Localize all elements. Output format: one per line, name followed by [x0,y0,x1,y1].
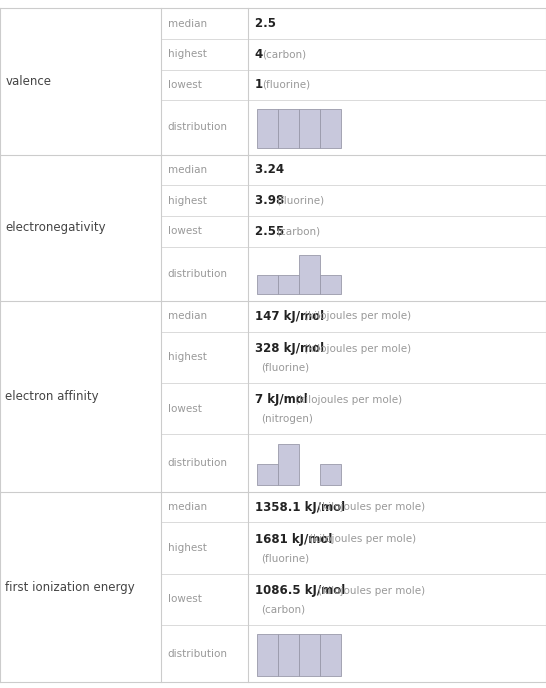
Bar [257,275,278,294]
Text: electronegativity: electronegativity [5,222,106,234]
Text: distribution: distribution [168,649,228,659]
Text: 1: 1 [255,78,267,92]
Text: lowest: lowest [168,226,201,236]
Text: (fluorine): (fluorine) [263,80,311,90]
Bar [257,634,278,676]
Text: distribution: distribution [168,269,228,279]
Text: distribution: distribution [168,122,228,132]
Text: electron affinity: electron affinity [5,390,99,402]
Bar [257,464,278,485]
Text: 328 kJ/mol: 328 kJ/mol [255,342,328,355]
Text: median: median [168,311,207,321]
Text: (kilojoules per mole): (kilojoules per mole) [305,311,412,321]
Text: 1358.1 kJ/mol: 1358.1 kJ/mol [255,500,349,513]
Bar [278,634,299,676]
Bar [320,634,341,676]
Text: (fluorine): (fluorine) [262,553,310,563]
Bar [299,634,320,676]
Bar [299,109,320,148]
Text: (carbon): (carbon) [262,605,306,615]
Text: 1681 kJ/mol: 1681 kJ/mol [255,533,336,546]
Text: (kilojoules per mole): (kilojoules per mole) [318,585,426,596]
Bar [257,109,278,148]
Text: 7 kJ/mol: 7 kJ/mol [255,394,312,407]
Text: 3.98: 3.98 [255,194,288,207]
Text: lowest: lowest [168,404,201,413]
Text: 2.55: 2.55 [255,225,288,237]
Text: 4: 4 [255,47,268,61]
Text: highest: highest [168,195,206,206]
Text: highest: highest [168,352,206,363]
Text: highest: highest [168,543,206,553]
Text: median: median [168,165,207,175]
Bar [278,444,299,485]
Text: first ionization energy: first ionization energy [5,581,135,594]
Bar [278,109,299,148]
Text: (nitrogen): (nitrogen) [262,414,313,424]
Text: median: median [168,19,207,29]
Text: valence: valence [5,75,51,88]
Text: (kilojoules per mole): (kilojoules per mole) [305,343,412,354]
Bar [320,464,341,485]
Text: (kilojoules per mole): (kilojoules per mole) [295,395,402,405]
Text: 3.24: 3.24 [255,163,288,176]
Text: (fluorine): (fluorine) [262,363,310,372]
Bar [278,275,299,294]
Text: median: median [168,502,207,512]
Text: (kilojoules per mole): (kilojoules per mole) [309,535,416,544]
Bar [320,109,341,148]
Text: (carbon): (carbon) [263,50,306,59]
Text: distribution: distribution [168,458,228,468]
Text: (carbon): (carbon) [276,226,321,236]
Bar [299,255,320,294]
Text: 1086.5 kJ/mol: 1086.5 kJ/mol [255,584,349,597]
Text: highest: highest [168,50,206,59]
Text: (kilojoules per mole): (kilojoules per mole) [318,502,426,512]
Text: (fluorine): (fluorine) [276,195,324,206]
Text: lowest: lowest [168,594,201,605]
Text: lowest: lowest [168,80,201,90]
Text: 2.5: 2.5 [255,17,280,30]
Text: 147 kJ/mol: 147 kJ/mol [255,310,328,323]
Bar [320,275,341,294]
